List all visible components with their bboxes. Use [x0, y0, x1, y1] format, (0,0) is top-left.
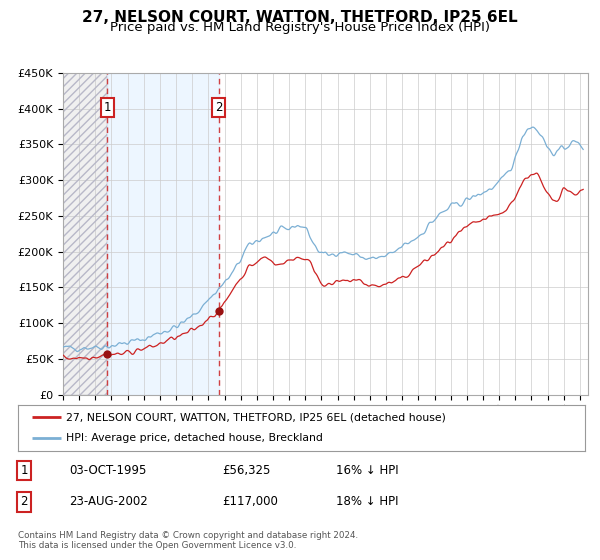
Text: Contains HM Land Registry data © Crown copyright and database right 2024.
This d: Contains HM Land Registry data © Crown c…	[18, 531, 358, 550]
Text: 2: 2	[215, 101, 223, 114]
Bar	[63, 73, 107, 395]
Text: 1: 1	[104, 101, 111, 114]
Text: 03-OCT-1995: 03-OCT-1995	[69, 464, 146, 477]
Text: £56,325: £56,325	[222, 464, 271, 477]
Text: 18% ↓ HPI: 18% ↓ HPI	[336, 496, 398, 508]
Text: Price paid vs. HM Land Registry's House Price Index (HPI): Price paid vs. HM Land Registry's House …	[110, 21, 490, 34]
Text: 23-AUG-2002: 23-AUG-2002	[69, 496, 148, 508]
Bar	[63, 73, 107, 395]
Text: 27, NELSON COURT, WATTON, THETFORD, IP25 6EL (detached house): 27, NELSON COURT, WATTON, THETFORD, IP25…	[66, 412, 446, 422]
Text: 27, NELSON COURT, WATTON, THETFORD, IP25 6EL: 27, NELSON COURT, WATTON, THETFORD, IP25…	[82, 10, 518, 25]
Text: £117,000: £117,000	[222, 496, 278, 508]
Text: 2: 2	[20, 496, 28, 508]
Bar	[107, 73, 219, 395]
Text: 1: 1	[20, 464, 28, 477]
Text: HPI: Average price, detached house, Breckland: HPI: Average price, detached house, Brec…	[66, 433, 323, 444]
Text: 16% ↓ HPI: 16% ↓ HPI	[336, 464, 398, 477]
